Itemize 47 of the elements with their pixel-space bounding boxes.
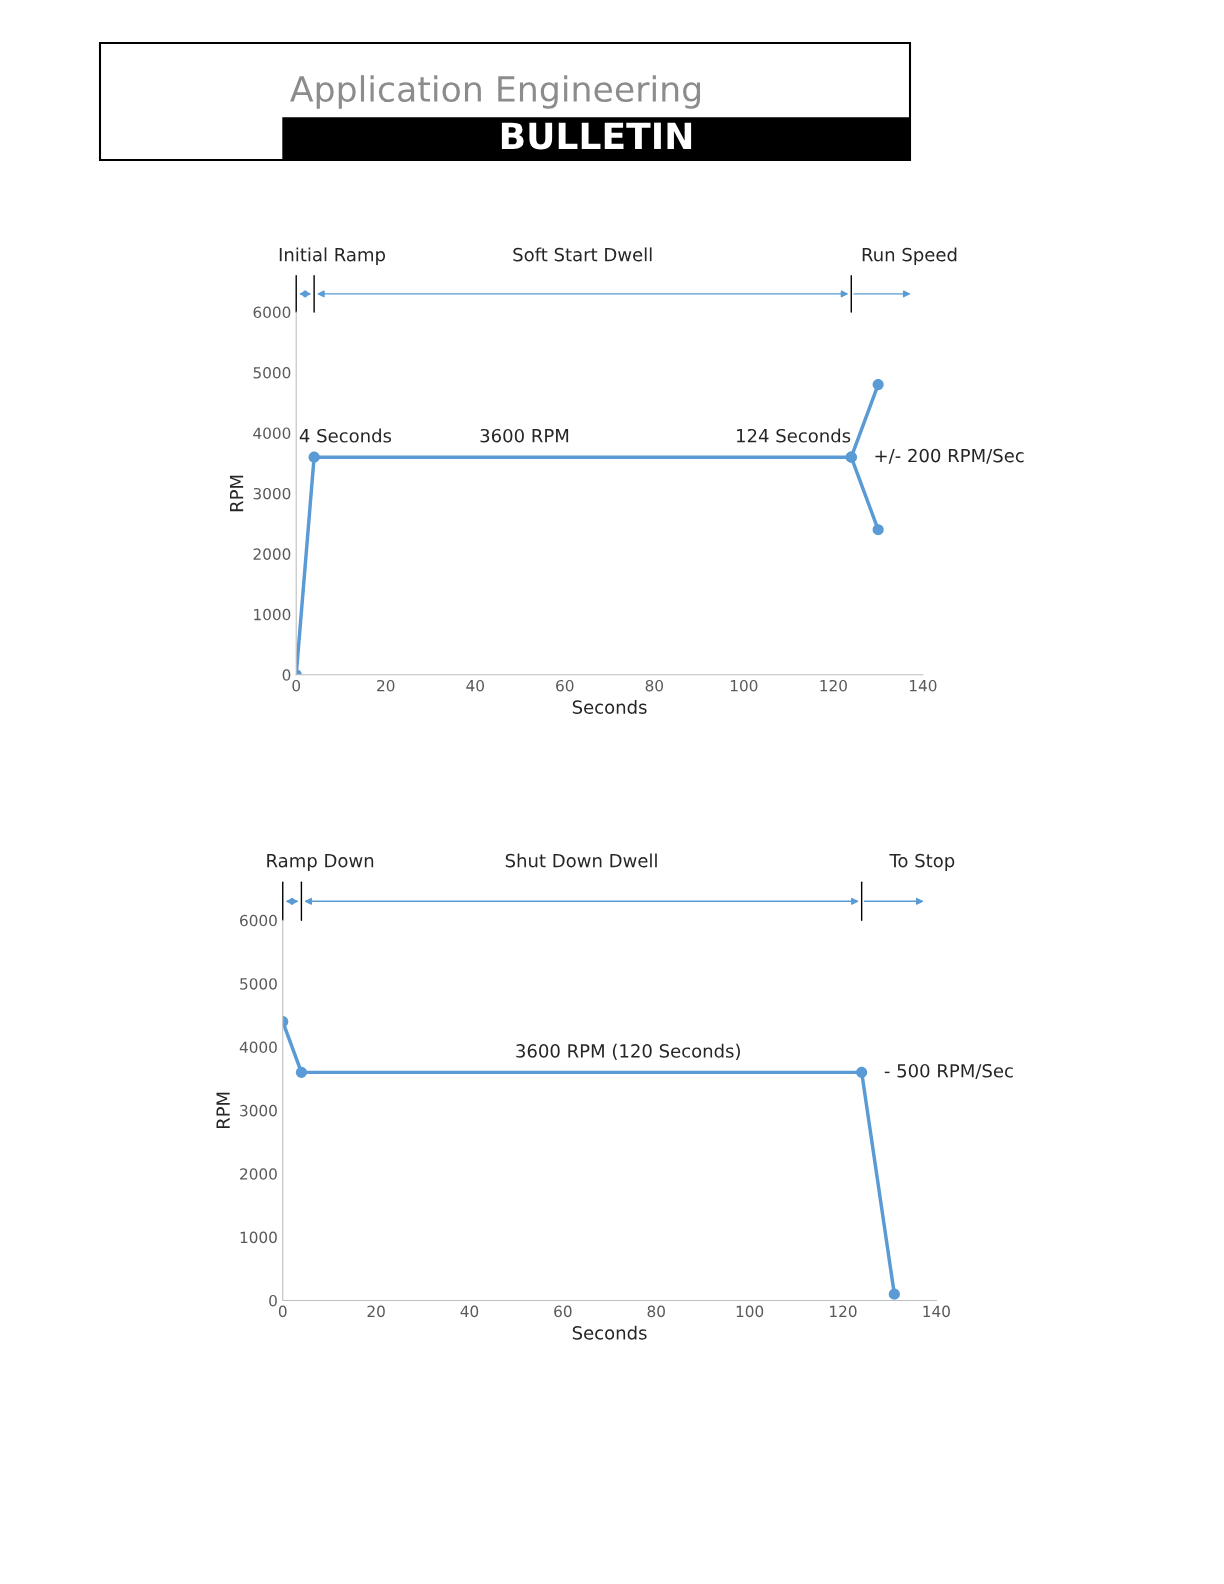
x-tick-label: 100 [736, 1305, 764, 1318]
x-tick-label: 140 [909, 679, 937, 692]
text: Run Speed [862, 247, 957, 265]
annotation: 124 Seconds [737, 428, 851, 443]
text: Ramp Down [267, 853, 374, 871]
x-tick-label: 100 [730, 679, 758, 692]
y-tick-label: 0 [282, 669, 291, 681]
x-tick-label: 40 [466, 679, 484, 692]
x-tick-label: 40 [460, 1305, 479, 1318]
y-tick-label: 5000 [240, 978, 277, 990]
text: Soft Start Dwell [513, 247, 652, 262]
x-tick-label: 0 [292, 679, 301, 692]
y-tick-label: 2000 [240, 1168, 277, 1180]
x-tick-label: 140 [923, 1305, 950, 1318]
x-tick-label: 20 [377, 679, 395, 692]
x-tick-label: 60 [556, 679, 574, 692]
y-axis-title: RPM [229, 475, 244, 512]
annotation: +/- 200 RPM/Sec [875, 448, 1024, 464]
annotation: - 500 RPM/Sec [884, 1063, 1013, 1080]
y-tick-label: 0 [269, 1294, 277, 1307]
y-tick-label: 4000 [239, 1041, 277, 1054]
y-tick-label: 1000 [254, 608, 291, 621]
y-tick-label: 4000 [253, 427, 291, 439]
y-tick-label: 2000 [253, 548, 291, 560]
text: Shut Down Dwell [505, 853, 657, 868]
y-tick-label: 3000 [240, 1104, 277, 1117]
x-tick-label: 80 [647, 1305, 665, 1318]
chart-title: Application Engineering [290, 75, 701, 109]
text: Initial Ramp [279, 247, 386, 265]
x-tick-label: 20 [367, 1305, 385, 1318]
x-axis-title: Seconds [572, 1325, 647, 1340]
y-tick-label: 6000 [240, 914, 277, 927]
y-tick-label: 3000 [253, 487, 291, 500]
y-tick-label: 1000 [240, 1231, 277, 1244]
y-tick-label: 5000 [253, 366, 291, 379]
text: To Stop [889, 853, 955, 871]
x-tick-label: 60 [554, 1305, 572, 1318]
x-tick-label: 80 [645, 679, 664, 692]
x-axis-title: Seconds [572, 699, 647, 714]
x-tick-label: 120 [820, 679, 847, 692]
annotation: 4 Seconds [299, 428, 392, 443]
annotation: 3600 RPM [480, 428, 569, 443]
chart-subtitle: BULLETIN [501, 122, 692, 150]
annotation: 3600 RPM (120 Seconds) [516, 1043, 740, 1060]
y-axis-title: RPM [216, 1092, 230, 1129]
y-tick-label: 6000 [253, 306, 291, 319]
x-tick-label: 120 [830, 1305, 857, 1318]
